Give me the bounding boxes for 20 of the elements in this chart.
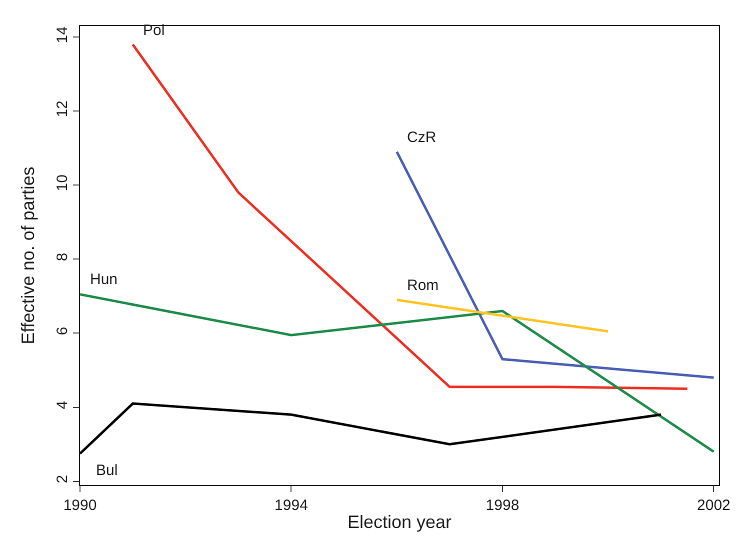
y-tick-label: 14 (54, 26, 71, 44)
line-series (80, 402, 662, 455)
x-tick-label: 1998 (486, 497, 520, 514)
x-tick-label: 1990 (63, 497, 97, 514)
y-tick-label: 8 (54, 252, 71, 262)
y-tick-label: 4 (54, 400, 71, 410)
y-axis-title: Effective no. of parties (18, 166, 38, 344)
line-series (80, 293, 715, 453)
y-tick-label: 10 (54, 174, 71, 192)
line-series (132, 43, 689, 390)
y-tick-label: 6 (54, 326, 71, 336)
series-label: CzR (407, 129, 436, 146)
series-label: Bul (96, 462, 118, 479)
series-label: Hun (90, 271, 118, 288)
y-tick-label: 2 (54, 474, 71, 484)
x-axis-title: Election year (347, 512, 452, 532)
x-tick-label: 2002 (697, 497, 730, 514)
y-tick-label: 12 (54, 100, 71, 118)
x-tick-label: 1994 (274, 497, 308, 514)
series-label: Rom (407, 277, 439, 294)
